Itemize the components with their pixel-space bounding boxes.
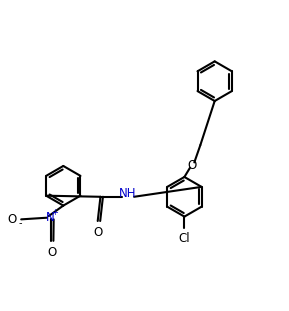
Text: O: O <box>93 226 102 239</box>
Text: -: - <box>18 219 22 229</box>
Text: N: N <box>46 211 55 224</box>
Text: O: O <box>188 159 197 172</box>
Text: +: + <box>52 208 58 217</box>
Text: NH: NH <box>119 187 137 200</box>
Text: O: O <box>8 213 17 226</box>
Text: O: O <box>47 245 57 258</box>
Text: Cl: Cl <box>179 232 190 245</box>
